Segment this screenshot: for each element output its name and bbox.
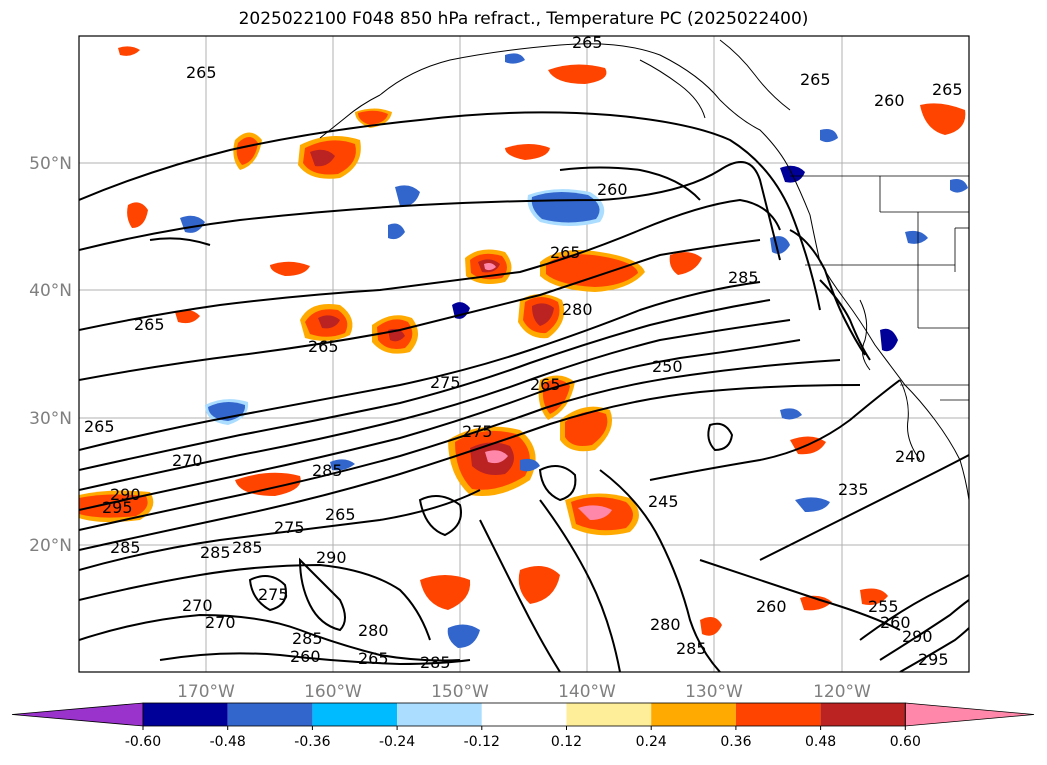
contour-label: 270 bbox=[205, 613, 236, 632]
contour-label: 285 bbox=[232, 538, 263, 557]
contour-label: 285 bbox=[292, 629, 323, 648]
lon-label: 150°W bbox=[431, 682, 489, 702]
map-frame bbox=[78, 35, 970, 673]
borders bbox=[790, 175, 969, 401]
contour-label: 285 bbox=[200, 543, 231, 562]
contour-label: 265 bbox=[550, 243, 581, 262]
colorbar-tick-label: 0.48 bbox=[805, 734, 836, 750]
lat-label: 40°N bbox=[29, 281, 72, 301]
contour-label: 285 bbox=[676, 639, 707, 658]
colorbar-segment bbox=[820, 703, 906, 726]
colorbar-tick-label: -0.24 bbox=[379, 734, 415, 750]
contour-label: 290 bbox=[316, 548, 347, 567]
longitude-labels: 170°W 160°W 150°W 140°W 130°W 120°W bbox=[177, 682, 871, 702]
colorbar-segment bbox=[143, 703, 228, 726]
contour-label: 260 bbox=[597, 180, 628, 199]
contour-label: 240 bbox=[895, 447, 926, 466]
lon-label: 160°W bbox=[304, 682, 362, 702]
contour-label: 265 bbox=[84, 417, 115, 436]
contour-label: 295 bbox=[918, 650, 949, 669]
colorbar-segment bbox=[566, 703, 652, 726]
colorbar: -0.60 -0.48 -0.36 -0.24 -0.12 0.12 0.24 0.36 0.4… bbox=[11, 702, 1035, 750]
contour-label: 280 bbox=[562, 300, 593, 319]
lat-label: 50°N bbox=[29, 154, 72, 174]
contour-label: 285 bbox=[728, 268, 759, 287]
contour-label: 265 bbox=[358, 649, 389, 668]
map-area bbox=[79, 36, 969, 672]
contour-label: 235 bbox=[838, 480, 869, 499]
temperature-contours bbox=[79, 111, 969, 672]
colorbar-extend-low bbox=[11, 702, 144, 727]
contour-label: 265 bbox=[800, 70, 831, 89]
contour-label: 260 bbox=[756, 597, 787, 616]
contour-label: 290 bbox=[902, 627, 933, 646]
contour-label: 270 bbox=[172, 451, 203, 470]
latitude-labels: 50°N 40°N 30°N 20°N bbox=[29, 154, 72, 556]
contour-label: 265 bbox=[932, 80, 963, 99]
map-title: 2025022100 F048 850 hPa refract., Temper… bbox=[238, 9, 809, 29]
colorbar-segment bbox=[735, 703, 821, 726]
contour-label: 280 bbox=[358, 621, 389, 640]
colorbar-tick-label: 0.24 bbox=[636, 734, 667, 750]
contour-label: 275 bbox=[258, 585, 289, 604]
contour-label: 285 bbox=[110, 538, 141, 557]
colorbar-segment bbox=[397, 703, 482, 726]
lon-label: 130°W bbox=[685, 682, 743, 702]
colorbar-segment bbox=[227, 703, 313, 726]
contour-label: 275 bbox=[462, 422, 493, 441]
contour-label: 265 bbox=[134, 315, 165, 334]
positive-anomaly-patches bbox=[79, 46, 966, 636]
coastlines bbox=[319, 39, 969, 501]
contour-label: 255 bbox=[868, 597, 899, 616]
colorbar-tick-label: -0.48 bbox=[210, 734, 246, 750]
colorbar-tick-label: -0.60 bbox=[125, 734, 161, 750]
colorbar-outline bbox=[142, 702, 906, 727]
colorbar-segment bbox=[651, 703, 736, 726]
contour-label: 265 bbox=[186, 63, 217, 82]
colorbar-tick-label: 0.36 bbox=[720, 734, 751, 750]
lon-label: 120°W bbox=[813, 682, 871, 702]
colorbar-segment bbox=[481, 703, 567, 726]
graticule bbox=[79, 36, 969, 672]
contour-label: 280 bbox=[650, 615, 681, 634]
colorbar-segment bbox=[312, 703, 398, 726]
contour-label: 265 bbox=[572, 33, 603, 52]
lon-label: 170°W bbox=[177, 682, 235, 702]
contour-label: 290 bbox=[110, 485, 141, 504]
contour-label: 265 bbox=[308, 337, 339, 356]
colorbar-tick-label: -0.36 bbox=[294, 734, 330, 750]
contour-label: 265 bbox=[325, 505, 356, 524]
colorbar-tick-label: 0.12 bbox=[551, 734, 582, 750]
contour-label-group: 265 265 260 265 265 260 265 265 280 285 … bbox=[84, 33, 963, 672]
contour-label: 260 bbox=[880, 613, 911, 632]
colorbar-tick-label: -0.12 bbox=[464, 734, 500, 750]
contour-label: 295 bbox=[102, 498, 133, 517]
refractivity-fill bbox=[79, 46, 968, 648]
contour-label: 285 bbox=[312, 461, 343, 480]
contour-label: 275 bbox=[274, 518, 305, 537]
colorbar-extend-high bbox=[904, 702, 1035, 727]
contour-label: 260 bbox=[290, 647, 321, 666]
negative-anomaly-patches bbox=[180, 53, 968, 648]
contour-label: 285 bbox=[420, 653, 451, 672]
contour-label: 270 bbox=[182, 596, 213, 615]
colorbar-tick-label: 0.60 bbox=[890, 734, 921, 750]
contour-label: 265 bbox=[530, 375, 561, 394]
contour-label: 275 bbox=[430, 373, 461, 392]
contour-label: 260 bbox=[874, 91, 905, 110]
lat-label: 20°N bbox=[29, 536, 72, 556]
lon-label: 140°W bbox=[558, 682, 616, 702]
contour-label: 250 bbox=[652, 357, 683, 376]
lat-label: 30°N bbox=[29, 409, 72, 429]
contour-label: 245 bbox=[648, 492, 679, 511]
